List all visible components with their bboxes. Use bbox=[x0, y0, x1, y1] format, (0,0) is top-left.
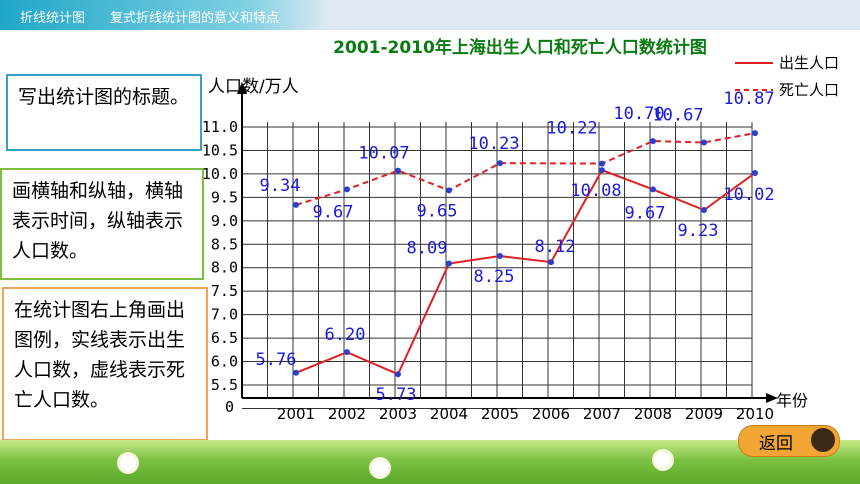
data-point bbox=[395, 371, 401, 378]
data-label: 10.23 bbox=[468, 134, 519, 154]
legend-tip-box: 在统计图右上角画出图例，实线表示出生人口数，虚线表示死亡人口数。 bbox=[2, 287, 208, 441]
return-icon bbox=[811, 428, 835, 452]
y-tick-label: 11.0 bbox=[202, 118, 238, 136]
data-label: 10.67 bbox=[652, 105, 703, 125]
data-label: 10.08 bbox=[570, 181, 621, 201]
data-point bbox=[293, 201, 299, 208]
x-tick-label: 2003 bbox=[379, 405, 417, 423]
y-tick-label: 7.0 bbox=[211, 306, 238, 324]
x-axis-arrow bbox=[766, 393, 778, 403]
data-point bbox=[497, 253, 503, 259]
data-point bbox=[599, 160, 605, 167]
x-tick-label: 2004 bbox=[430, 405, 468, 423]
x-tick-label: 2007 bbox=[583, 405, 621, 423]
data-label: 9.65 bbox=[417, 201, 458, 221]
y-tick-label: 8.5 bbox=[211, 235, 238, 253]
legend-label-birth: 出生人口 bbox=[779, 54, 839, 72]
y-origin-label: 0 bbox=[225, 398, 234, 416]
data-label: 10.07 bbox=[358, 144, 409, 164]
x-tick-label: 2010 bbox=[736, 405, 774, 423]
data-label: 10.02 bbox=[723, 185, 774, 205]
data-point bbox=[344, 349, 350, 356]
x-tick-label: 2008 bbox=[634, 405, 672, 423]
data-label: 5.76 bbox=[256, 350, 297, 370]
data-label: 10.70 bbox=[613, 104, 664, 124]
data-label: 9.67 bbox=[625, 203, 666, 223]
data-point bbox=[446, 260, 452, 267]
x-tick-label: 2005 bbox=[481, 405, 519, 423]
data-point bbox=[446, 187, 452, 194]
x-tick-label: 2006 bbox=[532, 405, 570, 423]
header-bar: 折线统计图 复式折线统计图的意义和特点 bbox=[0, 0, 860, 30]
data-label: 9.23 bbox=[678, 221, 719, 241]
return-button-label: 返回 bbox=[759, 433, 793, 454]
x-tick-label: 2009 bbox=[685, 405, 723, 423]
data-point bbox=[395, 167, 401, 174]
data-label: 5.73 bbox=[376, 385, 417, 405]
data-label: 8.25 bbox=[474, 267, 515, 287]
return-button[interactable]: 返回 bbox=[738, 425, 840, 457]
flower-decoration bbox=[655, 452, 671, 468]
flower-decoration bbox=[372, 460, 388, 476]
y-tick-label: 8.0 bbox=[211, 259, 238, 277]
x-tick-label: 2002 bbox=[328, 405, 366, 423]
y-tick-label: 9.5 bbox=[211, 188, 238, 206]
y-tick-label: 10.5 bbox=[202, 141, 238, 159]
y-tick-label: 10.0 bbox=[202, 165, 238, 183]
y-tick-label: 6.5 bbox=[211, 329, 238, 347]
data-label: 8.09 bbox=[407, 239, 448, 259]
y-axis-label: 人口数/万人 bbox=[208, 77, 299, 97]
legend-label-death: 死亡人口 bbox=[779, 81, 839, 99]
data-label: 9.34 bbox=[260, 176, 301, 196]
y-tick-label: 9.0 bbox=[211, 212, 238, 230]
data-point bbox=[701, 207, 707, 214]
data-point bbox=[497, 160, 503, 167]
data-point bbox=[701, 139, 707, 146]
data-point bbox=[650, 186, 656, 193]
data-point bbox=[293, 369, 299, 376]
flower-decoration bbox=[120, 455, 136, 471]
y-tick-label: 7.5 bbox=[211, 282, 238, 300]
data-label: 9.67 bbox=[313, 202, 354, 222]
title-tip-box: 写出统计图的标题。 bbox=[6, 74, 202, 151]
data-point bbox=[752, 130, 758, 137]
data-label: 10.87 bbox=[723, 89, 774, 109]
data-point bbox=[548, 259, 554, 266]
y-tick-label: 5.5 bbox=[211, 376, 238, 394]
y-tick-label: 6.0 bbox=[211, 353, 238, 371]
data-label: 10.22 bbox=[546, 119, 597, 139]
data-point bbox=[344, 186, 350, 193]
data-label: 6.20 bbox=[325, 325, 366, 345]
axis-tip-box: 画横轴和纵轴，横轴表示时间，纵轴表示人口数。 bbox=[0, 168, 204, 280]
section-label: 折线统计图 bbox=[20, 11, 86, 26]
data-point bbox=[752, 169, 758, 176]
y-axis-arrow bbox=[237, 82, 247, 94]
data-point bbox=[599, 167, 605, 174]
x-tick-label: 2001 bbox=[277, 405, 315, 423]
grass-decoration bbox=[0, 440, 860, 484]
x-axis-label: 年份 bbox=[776, 391, 808, 410]
data-label: 8.12 bbox=[535, 237, 576, 257]
chart-title: 2001-2010年上海出生人口和死亡人口数统计图 bbox=[333, 37, 707, 58]
header-tabs bbox=[0, 0, 330, 30]
topic-label: 复式折线统计图的意义和特点 bbox=[110, 11, 280, 26]
data-point bbox=[650, 138, 656, 145]
series-line-birth bbox=[295, 168, 756, 376]
